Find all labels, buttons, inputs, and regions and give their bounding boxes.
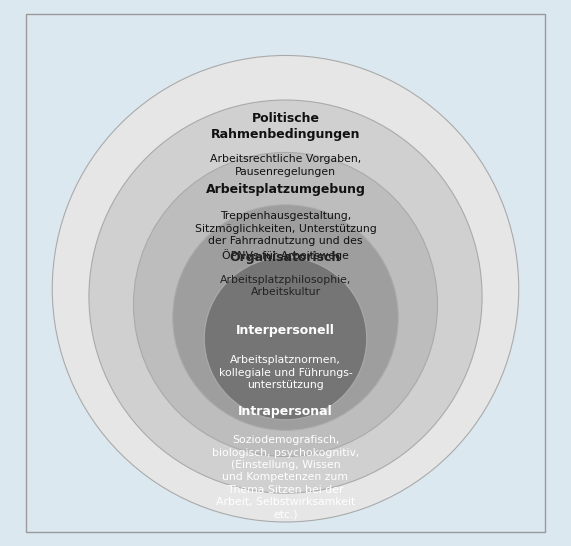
Text: Arbeitsplatzphilosophie,
Arbeitskultur: Arbeitsplatzphilosophie, Arbeitskultur [220,275,351,298]
Text: Treppenhausgestaltung,
Sitzmöglichkeiten, Unterstützung
der Fahrradnutzung und d: Treppenhausgestaltung, Sitzmöglichkeiten… [195,211,376,261]
Text: Arbeitsplatznormen,
kollegiale und Führungs-
unterstützung: Arbeitsplatznormen, kollegiale und Führu… [219,355,352,390]
Text: Arbeitsrechtliche Vorgaben,
Pausenregelungen: Arbeitsrechtliche Vorgaben, Pausenregelu… [210,155,361,177]
Text: Interpersonell: Interpersonell [236,324,335,337]
Circle shape [204,257,367,420]
Circle shape [173,205,398,430]
Text: Arbeitsplatzumgebung: Arbeitsplatzumgebung [206,182,365,195]
Circle shape [134,152,437,456]
Text: Intrapersonal: Intrapersonal [238,405,333,418]
Text: Politische
Rahmenbedingungen: Politische Rahmenbedingungen [211,112,360,141]
Circle shape [89,100,482,493]
Circle shape [53,56,518,522]
Text: Soziodemografisch,
biologisch, psychokognitiv,
(Einstellung, Wissen
und Kompeten: Soziodemografisch, biologisch, psychokog… [212,435,359,520]
Text: Organisatorisch: Organisatorisch [230,251,341,264]
